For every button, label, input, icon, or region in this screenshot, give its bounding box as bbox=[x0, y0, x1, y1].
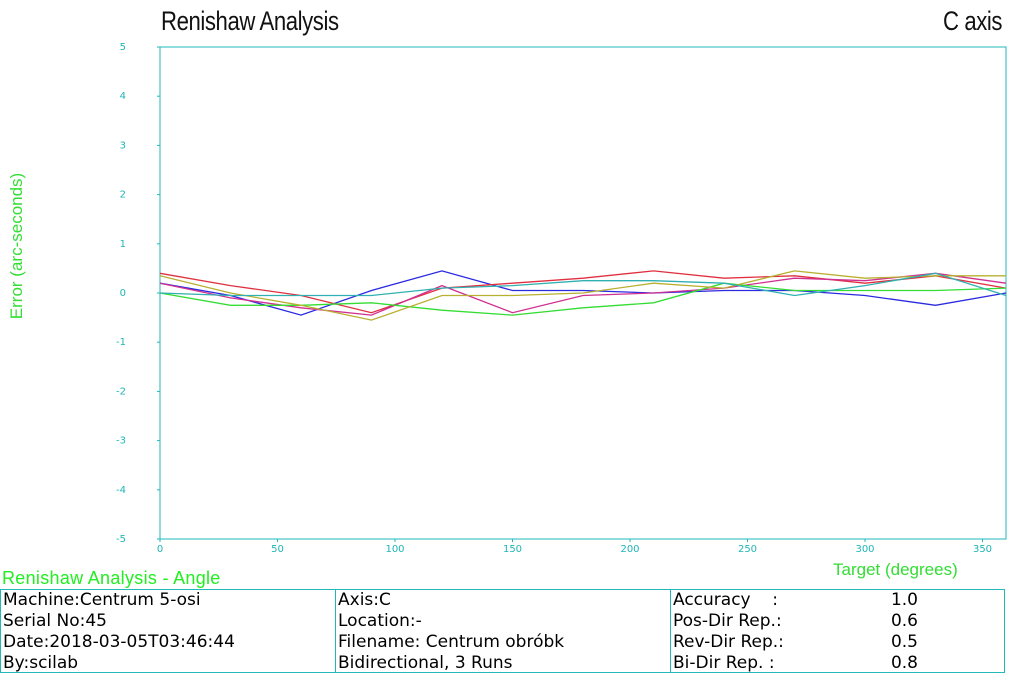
x-tick-label: 100 bbox=[385, 544, 404, 555]
series-olive bbox=[159, 270, 1006, 321]
stat-label: Rev-Dir Rep.: bbox=[673, 632, 784, 652]
chart-title: Renishaw Analysis bbox=[161, 6, 339, 36]
error-chart: 5 4 3 2 1 0 -1 -2 -3 -4 -5 0 50 100 150 200 250 300 350 E… bbox=[7, 42, 1007, 579]
test-info-column: Axis:C Location:- Filename: Centrum obró… bbox=[336, 590, 671, 673]
location-info: Location:- bbox=[338, 611, 422, 631]
stat-rev-dir-rep: Rev-Dir Rep.: 0.5 bbox=[673, 632, 1004, 653]
series-lines bbox=[159, 270, 1007, 321]
stat-value: 1.0 bbox=[890, 590, 918, 610]
x-tick-label: 300 bbox=[855, 544, 874, 555]
report-title: Renishaw Analysis - Angle bbox=[2, 568, 221, 588]
stat-accuracy: Accuracy : 1.0 bbox=[673, 590, 1004, 611]
y-tick-label: 0 bbox=[120, 288, 126, 299]
x-tick-label: 0 bbox=[157, 544, 163, 555]
y-axis-ticks: 5 4 3 2 1 0 -1 -2 -3 -4 -5 bbox=[116, 42, 160, 545]
x-tick-label: 250 bbox=[738, 544, 757, 555]
x-axis-label: Target (degrees) bbox=[833, 560, 958, 579]
series-magenta bbox=[159, 272, 1007, 316]
x-axis-ticks: 0 50 100 150 200 250 300 350 bbox=[157, 539, 992, 555]
y-tick-label: -2 bbox=[116, 386, 126, 397]
y-tick-label: 5 bbox=[120, 42, 126, 53]
filename-info: Filename: Centrum obróbk bbox=[338, 632, 565, 652]
series-blue bbox=[159, 270, 1007, 316]
x-tick-label: 150 bbox=[503, 544, 522, 555]
stat-value: 0.8 bbox=[890, 653, 918, 673]
serial-number: Serial No:45 bbox=[3, 611, 107, 631]
operator: By:scilab bbox=[3, 653, 79, 673]
y-tick-label: 2 bbox=[120, 190, 126, 201]
stats-column: Accuracy : 1.0 Pos-Dir Rep.: 0.6 Rev-Dir R… bbox=[671, 590, 1004, 674]
y-tick-label: 4 bbox=[120, 91, 126, 102]
stat-label: Bi-Dir Rep. : bbox=[673, 653, 775, 673]
stat-value: 0.5 bbox=[890, 632, 918, 652]
x-tick-label: 50 bbox=[271, 544, 284, 555]
machine-info-column: Machine:Centrum 5-osi Serial No:45 Date:… bbox=[1, 590, 336, 673]
info-table: Machine:Centrum 5-osi Serial No:45 Date:… bbox=[0, 589, 1005, 673]
x-tick-label: 200 bbox=[620, 544, 639, 555]
y-tick-label: 3 bbox=[120, 140, 126, 151]
stat-label: Accuracy : bbox=[673, 590, 778, 610]
series-cyan bbox=[159, 272, 1007, 297]
machine-name: Machine:Centrum 5-osi bbox=[3, 590, 201, 610]
x-tick-label: 350 bbox=[973, 544, 992, 555]
test-date: Date:2018-03-05T03:46:44 bbox=[3, 632, 235, 652]
y-tick-label: -3 bbox=[116, 436, 126, 447]
y-tick-label: 1 bbox=[120, 239, 126, 250]
run-mode-info: Bidirectional, 3 Runs bbox=[338, 653, 513, 673]
stat-pos-dir-rep: Pos-Dir Rep.: 0.6 bbox=[673, 611, 1004, 632]
y-tick-label: -1 bbox=[116, 337, 126, 348]
stat-value: 0.6 bbox=[890, 611, 918, 631]
axis-info: Axis:C bbox=[338, 590, 391, 610]
stat-label: Pos-Dir Rep.: bbox=[673, 611, 782, 631]
axis-title: C axis bbox=[943, 6, 1003, 36]
y-tick-label: -5 bbox=[116, 534, 126, 545]
stat-bi-dir-rep: Bi-Dir Rep. : 0.8 bbox=[673, 653, 1004, 674]
y-tick-label: -4 bbox=[116, 485, 126, 496]
y-axis-label: Error (arc-seconds) bbox=[7, 173, 26, 319]
series-green bbox=[159, 282, 1007, 316]
